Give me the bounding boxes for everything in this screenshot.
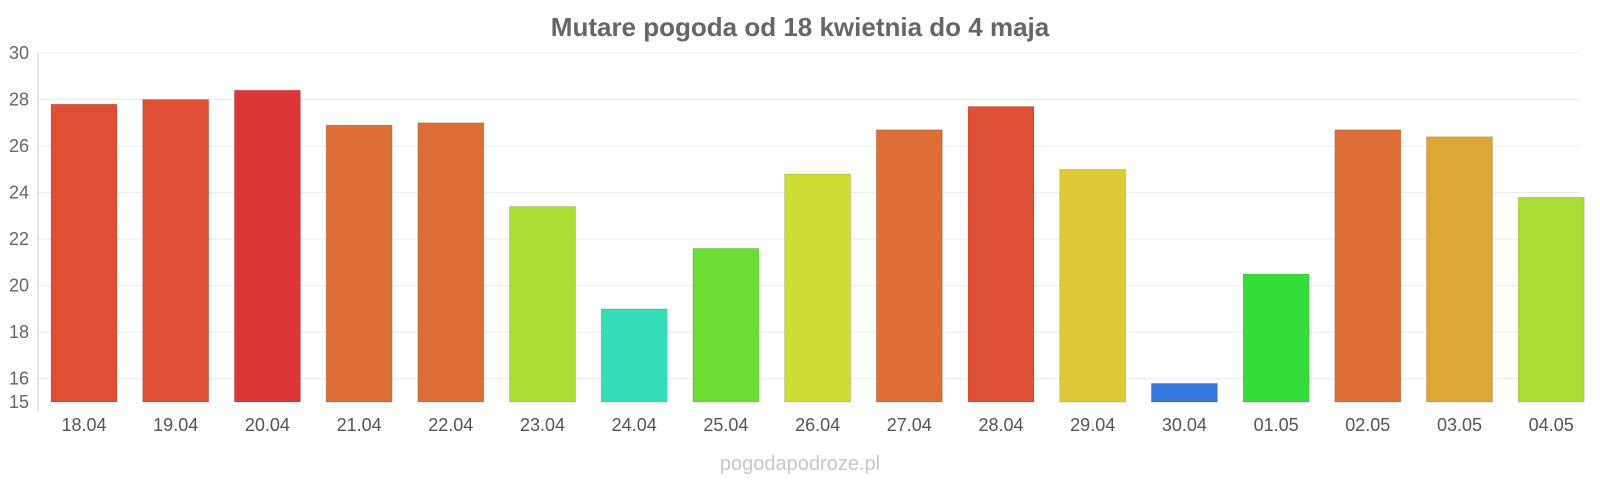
bar-24.04 (600, 308, 668, 403)
x-tick-label: 22.04 (428, 415, 473, 435)
bar-25.04 (692, 247, 760, 403)
x-tick-label: 23.04 (520, 415, 565, 435)
x-tick-label: 24.04 (612, 415, 657, 435)
bar-22.04 (417, 122, 485, 403)
bar-23.04 (509, 206, 576, 403)
y-tick-label: 15 (9, 392, 29, 412)
bar-27.04 (875, 129, 943, 403)
bar-03.05 (1426, 136, 1493, 403)
x-tick-label: 20.04 (245, 415, 290, 435)
chart-title: Mutare pogoda od 18 kwietnia do 4 maja (551, 12, 1050, 42)
bars (50, 89, 1585, 403)
y-tick-label: 24 (9, 183, 29, 203)
bar-01.05 (1242, 273, 1310, 403)
x-tick-label: 29.04 (1070, 415, 1115, 435)
y-tick-label: 16 (9, 369, 29, 389)
x-tick-label: 30.04 (1162, 415, 1207, 435)
bar-28.04 (967, 106, 1035, 403)
y-tick-label: 22 (9, 229, 29, 249)
bar-19.04 (142, 99, 210, 403)
y-axis: 15 16 18 20 22 24 26 28 30 (9, 43, 39, 412)
x-axis: 18.04 19.04 20.04 21.04 22.04 23.04 24.04 25.04… (61, 415, 1573, 435)
x-tick-label: 27.04 (887, 415, 932, 435)
y-tick-label: 30 (9, 43, 29, 63)
y-tick-label: 26 (9, 136, 29, 156)
y-tick-label: 28 (9, 90, 29, 110)
x-tick-label: 04.05 (1529, 415, 1574, 435)
bar-21.04 (325, 124, 393, 403)
bar-18.04 (50, 103, 118, 403)
bar-26.04 (784, 173, 852, 403)
source-credit: pogodapodroze.pl (720, 453, 880, 475)
x-tick-label: 25.04 (703, 415, 748, 435)
x-tick-label: 19.04 (153, 415, 198, 435)
x-tick-label: 26.04 (795, 415, 840, 435)
x-tick-label: 18.04 (61, 415, 106, 435)
x-tick-label: 28.04 (978, 415, 1023, 435)
y-tick-label: 18 (9, 322, 29, 342)
x-tick-label: 01.05 (1254, 415, 1299, 435)
bar-20.04 (233, 89, 301, 403)
x-tick-label: 02.05 (1345, 415, 1390, 435)
bar-04.05 (1517, 196, 1585, 403)
y-tick-label: 20 (9, 276, 29, 296)
bar-30.04 (1150, 382, 1218, 403)
x-tick-label: 21.04 (337, 415, 382, 435)
x-tick-label: 03.05 (1437, 415, 1482, 435)
bar-29.04 (1059, 168, 1127, 403)
bar-02.05 (1334, 129, 1402, 403)
